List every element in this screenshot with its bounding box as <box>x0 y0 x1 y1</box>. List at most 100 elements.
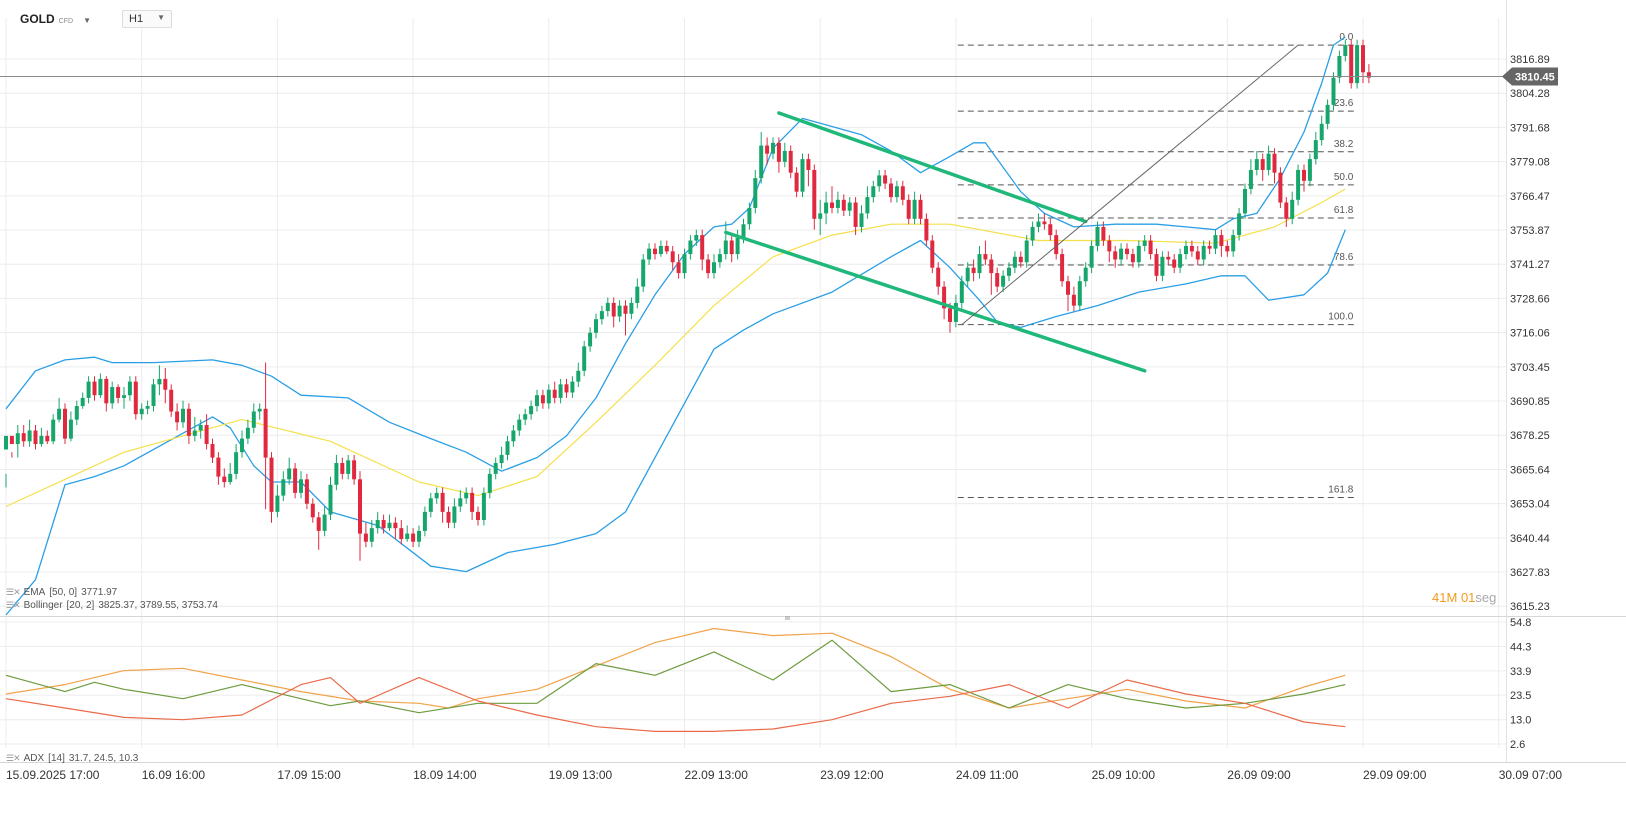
candle-body <box>1083 267 1088 282</box>
candle-body <box>741 224 746 238</box>
candle-body <box>1290 199 1295 219</box>
candle <box>765 137 770 165</box>
candle-body <box>948 308 952 322</box>
candle <box>381 514 386 534</box>
bollinger-legend[interactable]: ☰✕ Bollinger [20, 2] 3825.37, 3789.55, 3… <box>6 600 218 611</box>
candle-body <box>251 411 256 428</box>
candle-body <box>1325 104 1330 124</box>
candle-body <box>139 408 144 415</box>
candle-body <box>399 528 404 540</box>
candle <box>971 259 976 282</box>
settings-icon[interactable]: ☰✕ <box>6 753 21 763</box>
channel-upper-line <box>777 111 1088 224</box>
candle-body <box>936 267 941 287</box>
candle-body <box>953 302 958 322</box>
ema-legend[interactable]: ☰✕ EMA [50, 0] 3771.97 <box>6 587 117 598</box>
ema50-line <box>5 188 1346 508</box>
adx-legend[interactable]: ☰✕ ADX [14] 31.7, 24.5, 10.3 <box>6 753 138 764</box>
candle <box>1048 218 1053 241</box>
candle-body <box>1272 153 1277 173</box>
candle <box>1113 245 1118 268</box>
candle-body <box>316 517 321 531</box>
candle <box>676 254 681 279</box>
candle-body <box>1355 45 1360 84</box>
candle <box>776 137 781 173</box>
candle <box>322 506 327 537</box>
candle-body <box>535 395 539 407</box>
candle-body <box>676 262 681 274</box>
candle-body <box>363 533 368 542</box>
candle-body <box>411 533 416 542</box>
candle <box>340 457 345 480</box>
candle-body <box>1125 248 1129 255</box>
candle <box>1077 275 1082 312</box>
candle-body <box>629 302 634 314</box>
adx-legend-params: [14] <box>48 753 65 764</box>
candle <box>80 392 85 409</box>
candle <box>505 435 510 461</box>
symbol-selector[interactable]: GOLD CFD ▼ <box>20 12 91 26</box>
candle-body <box>74 406 79 420</box>
time-axis[interactable]: 15.09.2025 17:00 16.09 16:00 17.09 15:00 18… <box>6 768 1562 782</box>
candle <box>588 327 593 352</box>
candle <box>257 403 262 420</box>
candle <box>411 528 416 548</box>
fib-level-label: 38.2 <box>1334 139 1354 150</box>
candle <box>717 248 722 268</box>
candle <box>1343 39 1348 62</box>
candle-body <box>717 254 722 263</box>
candle <box>1307 153 1312 187</box>
candle-body <box>1278 172 1283 203</box>
candle <box>175 403 180 431</box>
candle <box>871 180 876 203</box>
candle <box>393 517 398 540</box>
bollinger-legend-name: Bollinger <box>23 600 63 611</box>
candle <box>9 435 14 458</box>
candle <box>599 305 604 325</box>
candle <box>729 235 734 263</box>
settings-icon[interactable]: ☰✕ <box>6 600 21 610</box>
price-tick-label: 3627.83 <box>1510 567 1550 579</box>
candle <box>1001 270 1006 293</box>
fib-level-label: 50.0 <box>1334 172 1354 183</box>
chevron-down-icon[interactable]: ▼ <box>83 16 91 25</box>
candle-body <box>1142 240 1147 246</box>
candle <box>240 430 244 458</box>
fib-level-label: 100.0 <box>1328 312 1353 323</box>
time-tick-label: 17.09 15:00 <box>277 768 341 782</box>
settings-icon[interactable]: ☰✕ <box>6 587 21 597</box>
chevron-down-icon[interactable]: ▼ <box>157 13 165 22</box>
candle <box>812 164 817 230</box>
candle <box>145 400 150 415</box>
candle-body <box>977 254 982 274</box>
candle-body <box>417 530 421 542</box>
candle <box>552 381 557 404</box>
candle-body <box>1189 245 1194 252</box>
price-axis[interactable]: 3816.89 3804.28 3791.68 3779.08 3766.47 3753.… <box>0 54 1558 613</box>
time-tick-label: 16.09 16:00 <box>142 768 206 782</box>
candle <box>670 245 675 271</box>
candle <box>771 137 775 160</box>
candle <box>682 248 687 279</box>
candle-body <box>871 186 876 198</box>
fib-level-label: 0.0 <box>1339 32 1353 43</box>
candle-body <box>1154 254 1159 276</box>
trend-drawings[interactable] <box>724 44 1299 373</box>
ema-legend-name: EMA <box>23 587 46 598</box>
candle-body <box>1089 245 1094 268</box>
candle <box>92 376 97 401</box>
candle <box>1243 183 1247 219</box>
candle <box>499 446 504 469</box>
candle <box>369 520 374 548</box>
candle <box>877 169 882 192</box>
candle-body <box>422 511 427 531</box>
candle <box>281 471 286 502</box>
candle <box>422 506 427 537</box>
candle <box>458 490 463 512</box>
timeframe-selector[interactable]: H1 ▼ <box>122 10 172 28</box>
candle-body <box>1172 259 1177 268</box>
price-tick-label: 3665.64 <box>1510 464 1550 476</box>
candle <box>68 411 73 442</box>
candle <box>1260 153 1265 181</box>
